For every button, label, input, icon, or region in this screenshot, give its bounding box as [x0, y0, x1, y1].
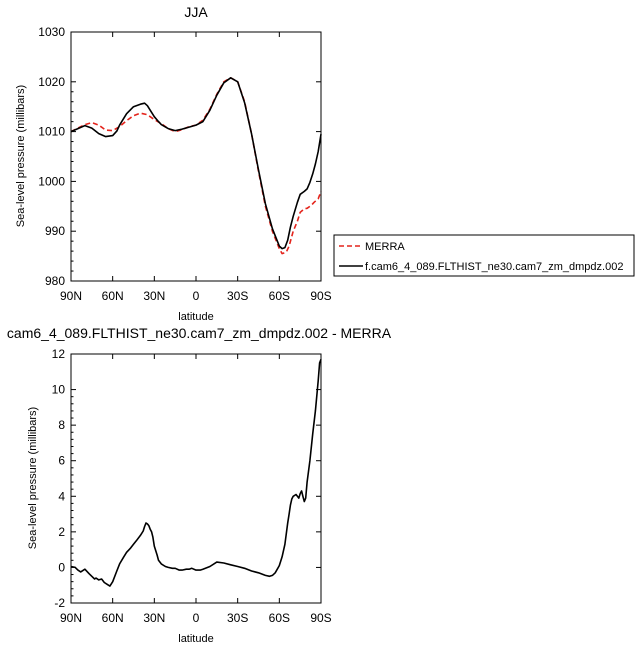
top-series-lines [70, 77, 322, 255]
top-series-line-0 [70, 77, 322, 255]
bottom-x-tick-label: 60S [269, 611, 290, 625]
top-chart-title: JJA [184, 4, 208, 20]
top-y-tick-label: 1010 [38, 125, 65, 139]
bottom-x-tick-label: 0 [193, 611, 200, 625]
top-plot-frame [70, 31, 322, 282]
top-y-tick-label: 1000 [38, 174, 65, 188]
bottom-plot-frame [70, 353, 322, 604]
bottom-y-tick-label: 4 [58, 489, 65, 503]
top-x-tick-label: 60N [102, 289, 124, 303]
top-x-tick-label: 90N [60, 289, 82, 303]
bottom-series-lines [70, 359, 322, 587]
legend-label-cam: f.cam6_4_089.FLTHIST_ne30.cam7_zm_dmpdz.… [365, 261, 623, 273]
bottom-y-tick-label: 2 [58, 525, 65, 539]
top-y-tick-label: 1030 [38, 25, 65, 39]
top-x-tick-label: 0 [193, 289, 200, 303]
bottom-x-ticks: 90N 60N 30N 0 30S 60S 90S [60, 354, 332, 625]
bottom-y-ticks: -2 0 2 4 6 8 10 12 [52, 347, 321, 610]
top-x-tick-label: 60S [269, 289, 290, 303]
top-x-axis-label: latitude [178, 311, 213, 323]
bottom-chart-title: cam6_4_089.FLTHIST_ne30.cam7_zm_dmpdz.00… [7, 325, 392, 341]
bottom-y-tick-label: 10 [52, 383, 66, 397]
top-x-tick-label: 90S [310, 289, 331, 303]
bottom-y-tick-label: 8 [58, 418, 65, 432]
top-y-tick-label: 980 [45, 274, 65, 288]
bottom-x-axis-label: latitude [178, 633, 213, 645]
top-panel: JJA 980 990 1000 1010 1020 1030 90N 60N 30N 0 30S… [15, 4, 635, 323]
bottom-x-tick-label: 30N [143, 611, 165, 625]
bottom-y-axis-label: Sea-level pressure (millibars) [27, 407, 39, 549]
top-series-line-1 [70, 77, 322, 250]
bottom-x-tick-label: 90S [310, 611, 331, 625]
top-x-ticks: 90N 60N 30N 0 30S 60S 90S [60, 32, 332, 303]
bottom-x-tick-label: 60N [102, 611, 124, 625]
bottom-panel: cam6_4_089.FLTHIST_ne30.cam7_zm_dmpdz.00… [7, 325, 392, 645]
top-y-axis-label: Sea-level pressure (millibars) [15, 85, 27, 227]
top-x-tick-label: 30N [143, 289, 165, 303]
bottom-series-line-0 [70, 359, 322, 587]
bottom-x-tick-label: 30S [227, 611, 248, 625]
bottom-x-tick-label: 90N [60, 611, 82, 625]
legend-label-merra: MERRA [365, 241, 405, 253]
bottom-y-tick-label: 12 [52, 347, 66, 361]
bottom-y-tick-label: 6 [58, 454, 65, 468]
top-y-tick-label: 990 [45, 224, 65, 238]
bottom-y-tick-label: -2 [54, 596, 65, 610]
top-legend: MERRA f.cam6_4_089.FLTHIST_ne30.cam7_zm_… [333, 234, 635, 277]
top-x-tick-label: 30S [227, 289, 248, 303]
bottom-y-tick-label: 0 [58, 560, 65, 574]
legend-box [333, 234, 635, 277]
top-y-tick-label: 1020 [38, 75, 65, 89]
top-y-ticks: 980 990 1000 1010 1020 1030 [38, 25, 321, 288]
